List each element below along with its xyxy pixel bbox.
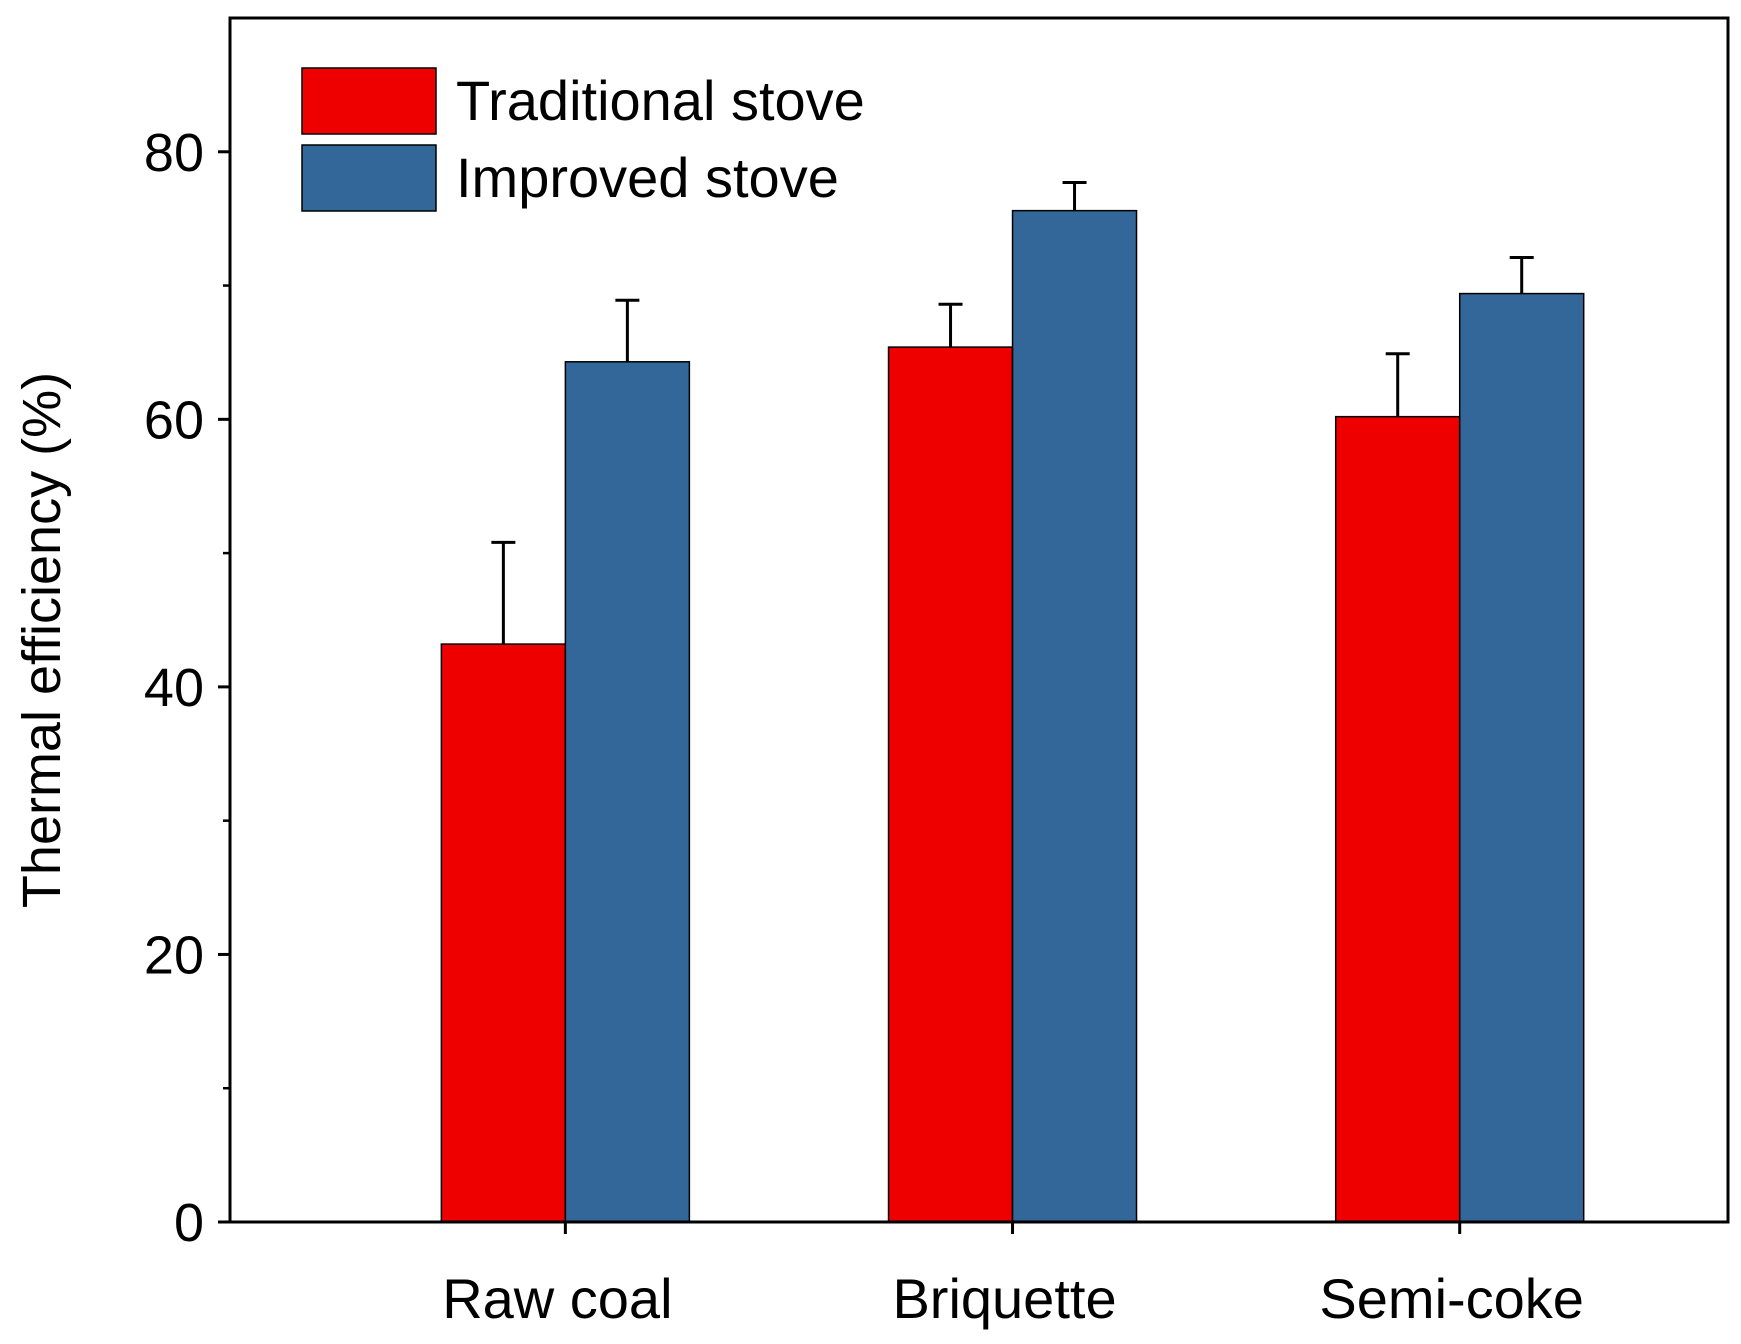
y-axis-ticks: 0 20 40 60 80 bbox=[144, 123, 230, 1253]
y-axis-title: Thermal efficiency (%) bbox=[12, 372, 72, 908]
bar-improved bbox=[1458, 292, 1585, 1223]
bar-traditional bbox=[887, 346, 1014, 1223]
y-tick-label: 40 bbox=[144, 658, 204, 718]
y-tick-label: 0 bbox=[174, 1193, 204, 1253]
legend-label: Traditional stove bbox=[456, 69, 865, 132]
legend-swatch bbox=[301, 67, 437, 135]
bar-traditional bbox=[1334, 415, 1461, 1223]
legend: Traditional stove Improved stove bbox=[301, 67, 865, 212]
bar-traditional bbox=[440, 643, 567, 1223]
x-axis-ticks: Raw coal Briquette Semi-coke bbox=[442, 1222, 1584, 1330]
y-tick-label: 60 bbox=[144, 390, 204, 450]
legend-swatch bbox=[301, 144, 437, 212]
x-tick-label: Briquette bbox=[892, 1267, 1116, 1330]
bar-improved bbox=[564, 361, 691, 1223]
x-tick-label: Raw coal bbox=[442, 1267, 672, 1330]
legend-label: Improved stove bbox=[456, 146, 839, 209]
plot-frame bbox=[228, 16, 1730, 1224]
y-tick-label: 80 bbox=[144, 123, 204, 183]
y-tick-label: 20 bbox=[144, 925, 204, 985]
bars bbox=[440, 209, 1585, 1223]
bar-improved bbox=[1011, 209, 1138, 1223]
x-tick-label: Semi-coke bbox=[1319, 1267, 1584, 1330]
error-bars bbox=[491, 181, 1534, 645]
